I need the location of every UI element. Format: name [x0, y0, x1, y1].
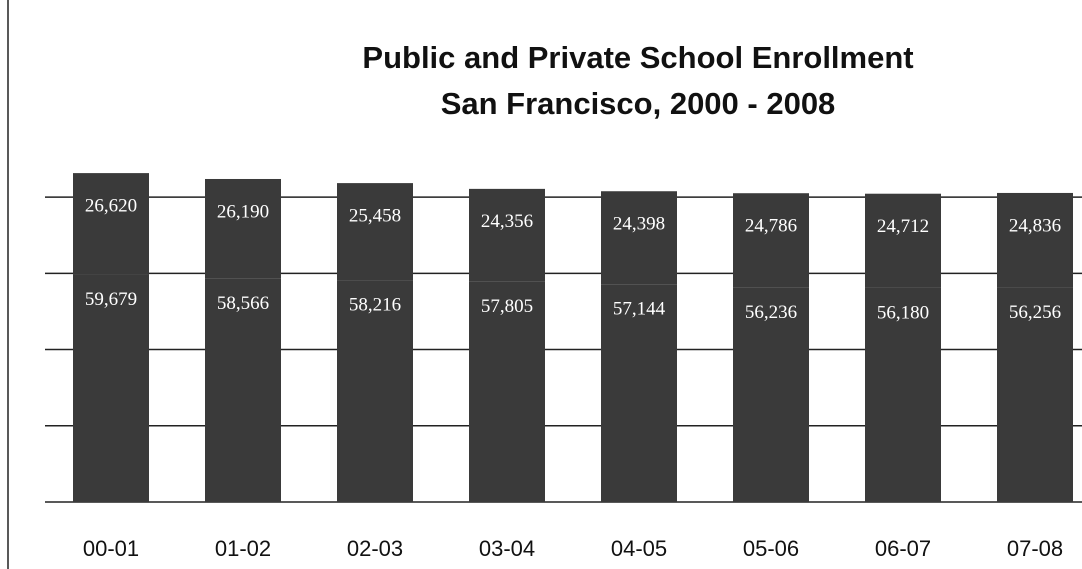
value-label: 24,712 — [877, 216, 929, 237]
bar-segment — [997, 287, 1073, 502]
bar-segment — [337, 280, 413, 502]
value-label: 26,190 — [217, 201, 269, 222]
value-label: 57,805 — [481, 296, 533, 317]
x-tick-label: 03-04 — [479, 536, 535, 561]
bar-segment — [601, 191, 677, 285]
x-tick-label: 01-02 — [215, 536, 271, 561]
bar-segment — [73, 173, 149, 275]
bar-segment — [865, 193, 941, 288]
bar-segment — [733, 287, 809, 502]
x-tick-label: 02-03 — [347, 536, 403, 561]
bar-segment — [469, 188, 545, 282]
x-tick-label: 04-05 — [611, 536, 667, 561]
value-label: 26,620 — [85, 195, 137, 216]
bar-segment — [601, 284, 677, 502]
bar-segment — [205, 278, 281, 502]
chart-subtitle: San Francisco, 2000 - 2008 — [441, 86, 836, 121]
value-label: 56,256 — [1009, 302, 1061, 323]
bar-segment — [469, 281, 545, 502]
value-label: 56,180 — [877, 302, 929, 323]
bar-segment — [73, 274, 149, 502]
x-tick-label: 06-07 — [875, 536, 931, 561]
bar-segment — [865, 287, 941, 502]
bar-segment — [337, 183, 413, 281]
x-tick-label: 05-06 — [743, 536, 799, 561]
value-label: 24,398 — [613, 214, 665, 235]
value-label: 24,836 — [1009, 215, 1061, 236]
chart-title: Public and Private School Enrollment — [362, 40, 913, 75]
value-label: 25,458 — [349, 205, 401, 226]
value-label: 58,216 — [349, 294, 401, 315]
bar-segment — [733, 193, 809, 288]
x-tick-label: 00-01 — [83, 536, 139, 561]
x-tick-label: 07-08 — [1007, 536, 1063, 561]
bar-segment — [997, 192, 1073, 288]
value-label: 59,679 — [85, 289, 137, 310]
value-label: 24,356 — [481, 211, 533, 232]
bar-segment — [205, 178, 281, 279]
value-label: 58,566 — [217, 293, 269, 314]
value-label: 24,786 — [745, 216, 797, 237]
value-label: 56,236 — [745, 302, 797, 323]
value-label: 57,144 — [613, 299, 666, 320]
